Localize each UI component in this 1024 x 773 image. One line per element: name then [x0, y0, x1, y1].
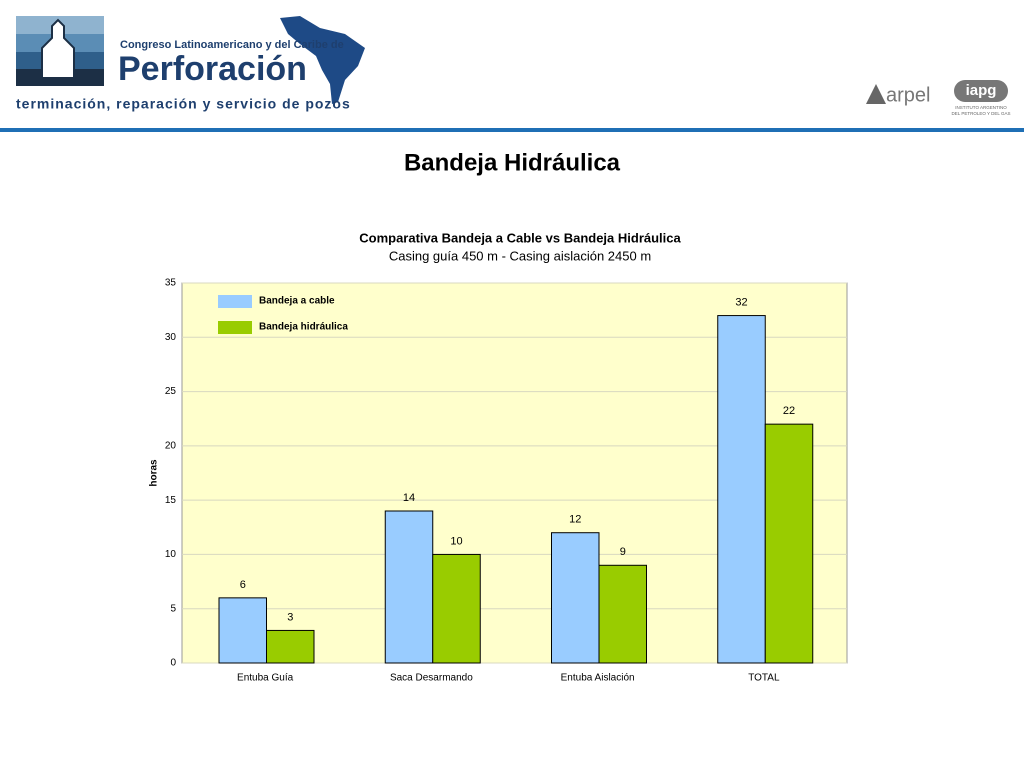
y-tick-label: 35 — [165, 278, 177, 289]
arpel-logo: arpel — [886, 84, 930, 106]
iapg-sub: INSTITUTO ARGENTINO — [955, 105, 1007, 110]
legend-label: Bandeja a cable — [259, 296, 335, 307]
x-tick-label: Saca Desarmando — [390, 673, 473, 684]
data-label: 3 — [287, 611, 293, 623]
bar — [384, 510, 434, 664]
slide-title: Bandeja Hidráulica — [404, 149, 621, 176]
bar — [717, 315, 766, 664]
y-tick-label: 10 — [165, 549, 177, 560]
bar — [551, 532, 600, 664]
x-tick-label: Entuba Guía — [237, 673, 294, 684]
legend-label: Bandeja hidráulica — [259, 322, 348, 333]
data-label: 6 — [240, 579, 246, 591]
iapg-logo: iapg — [966, 82, 997, 99]
y-tick-label: 5 — [170, 603, 176, 614]
y-tick-label: 0 — [170, 658, 176, 669]
y-tick-label: 25 — [165, 386, 177, 397]
y-tick-label: 30 — [165, 332, 177, 343]
y-tick-label: 15 — [165, 495, 177, 506]
bar — [598, 564, 647, 664]
chart-title: Comparativa Bandeja a Cable vs Bandeja H… — [359, 230, 681, 245]
data-label: 14 — [403, 492, 415, 504]
header-rule — [0, 128, 1024, 132]
x-tick-label: TOTAL — [748, 673, 780, 684]
y-tick-label: 20 — [165, 440, 177, 451]
logo-line2: Perforación — [118, 50, 307, 88]
bar — [432, 553, 481, 664]
data-label: 22 — [783, 405, 795, 417]
data-label: 12 — [569, 514, 581, 526]
logo-line1: Congreso Latinoamericano y del Caribe de — [120, 39, 344, 51]
data-label: 10 — [450, 535, 462, 547]
iapg-sub: DEL PETROLEO Y DEL GAS — [951, 111, 1010, 116]
legend-swatch — [218, 321, 252, 334]
partner-logos: arpel iapg INSTITUTO ARGENTINO DEL PETRO… — [866, 80, 1011, 116]
chart-subtitle: Casing guía 450 m - Casing aislación 245… — [389, 248, 651, 263]
logo-line3: terminación, reparación y servicio de po… — [16, 96, 351, 112]
bar — [266, 629, 315, 664]
x-tick-label: Entuba Aislación — [561, 673, 635, 684]
congress-logo: Congreso Latinoamericano y del Caribe de… — [16, 16, 365, 112]
bar — [218, 597, 267, 664]
data-label: 9 — [620, 546, 626, 558]
data-label: 32 — [735, 296, 747, 308]
bar — [764, 423, 814, 664]
legend-swatch — [218, 295, 252, 308]
y-axis-label: horas — [149, 459, 160, 487]
